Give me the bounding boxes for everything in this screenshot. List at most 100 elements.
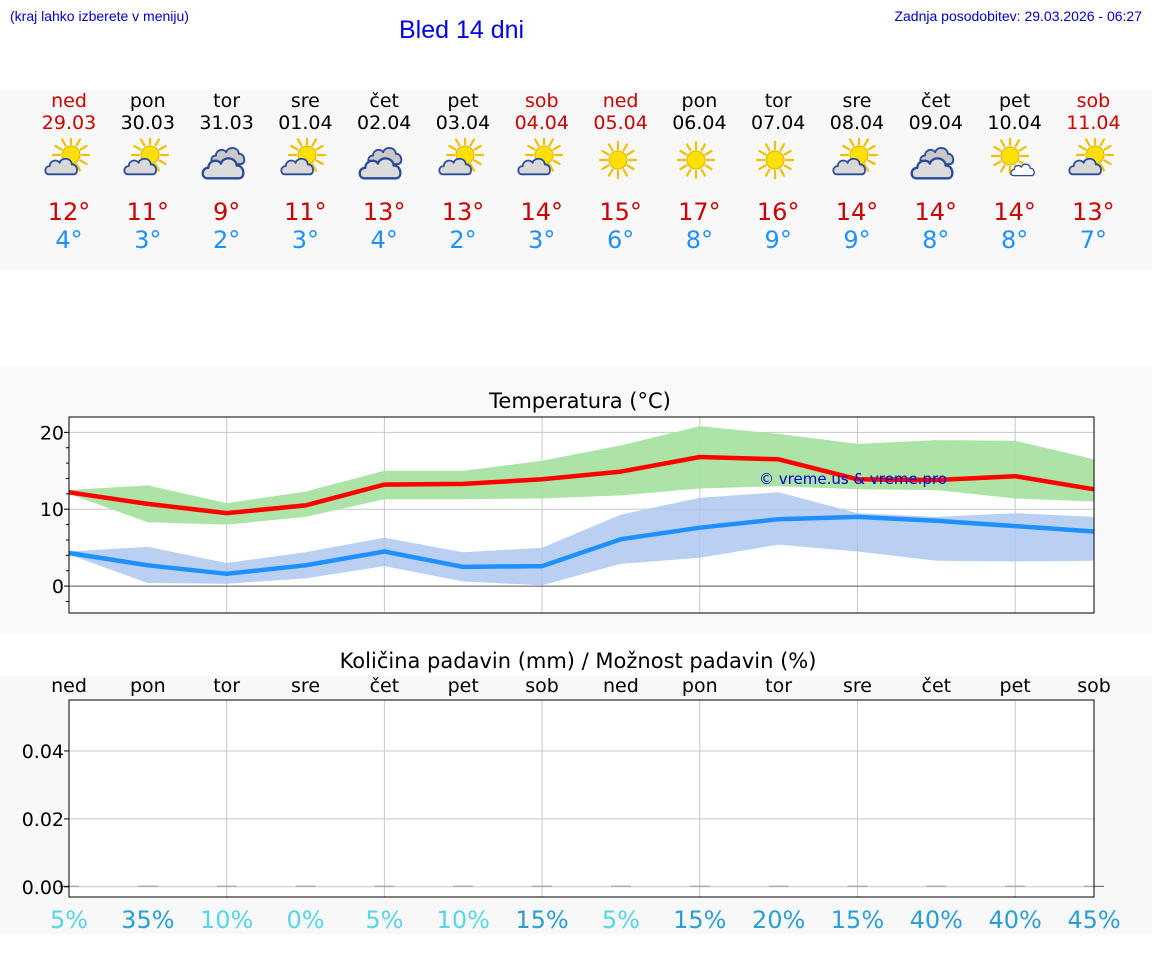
sun-ray xyxy=(607,143,614,152)
plot-area xyxy=(69,700,1094,897)
precip-probability: 15% xyxy=(673,906,726,934)
cloud-shape xyxy=(910,157,954,180)
min-temp: 6° xyxy=(606,226,635,254)
day-name: pet xyxy=(447,90,479,112)
sun-cloud-icon xyxy=(832,135,879,176)
sun-ray xyxy=(863,138,870,147)
sun-ray xyxy=(1103,159,1113,166)
sun-ray xyxy=(60,138,67,147)
min-temp: 4° xyxy=(55,226,83,254)
max-temp: 14° xyxy=(993,198,1036,226)
sun-ray xyxy=(79,159,88,166)
min-temp: 3° xyxy=(134,226,162,254)
day-date: 10.04 xyxy=(987,112,1042,134)
x-category-label: tor xyxy=(213,675,240,697)
sun-ray xyxy=(1018,145,1027,152)
max-temp-line xyxy=(68,454,1095,516)
sun-ray xyxy=(469,163,476,172)
cloudy-icon xyxy=(910,147,954,180)
sun-ray xyxy=(139,138,146,147)
cloud-shape xyxy=(358,157,402,180)
sun-ray xyxy=(867,159,876,166)
sun-shape xyxy=(677,140,716,180)
sun-ray xyxy=(607,168,614,177)
x-category-label: pet xyxy=(1000,675,1031,697)
max-temp: 14° xyxy=(835,198,879,226)
precip-probability: 15% xyxy=(831,906,884,934)
sun-ray xyxy=(626,149,635,156)
precipitation-chart-title: Količina padavin (mm) / Možnost padavin … xyxy=(340,649,817,673)
weather-icon-cell xyxy=(751,138,801,182)
temperature-chart-title: Temperatura (°C) xyxy=(488,389,671,413)
min-temp: 4° xyxy=(370,226,398,254)
precip-probability: 5% xyxy=(50,906,88,934)
cloud-shape xyxy=(438,157,472,176)
sun-ray xyxy=(154,138,160,147)
weather-icon-cell xyxy=(594,138,644,182)
day-name: pon xyxy=(129,90,166,112)
max-temp: 14° xyxy=(914,198,958,226)
sun-ray xyxy=(779,143,786,152)
cloud-outline xyxy=(280,157,315,176)
weather-icon-cell xyxy=(121,135,171,182)
sun-ray xyxy=(679,164,688,171)
day-name: čet xyxy=(921,90,951,112)
sun-ray xyxy=(704,164,714,171)
sun-ray xyxy=(448,144,457,151)
sun-ray xyxy=(548,138,554,147)
cloud-shape xyxy=(832,157,866,176)
weather-icon-cell xyxy=(1066,135,1116,182)
sun-ray xyxy=(863,163,870,172)
sun-ray xyxy=(1099,163,1106,172)
max-temp: 11° xyxy=(284,198,327,226)
sun-ray xyxy=(621,143,628,152)
sun-ray xyxy=(600,164,610,171)
cloud-shape xyxy=(201,157,245,180)
y-tick-label: 10 xyxy=(40,499,64,521)
precip-probability: 35% xyxy=(121,906,174,934)
day-date: 05.04 xyxy=(593,112,648,134)
sun-ray xyxy=(621,168,628,177)
cloud-shape xyxy=(1068,157,1103,176)
cloud-outline xyxy=(910,157,954,180)
sun-ray xyxy=(297,138,303,147)
x-category-label: ned xyxy=(603,675,639,697)
weather-icon-cell xyxy=(278,135,328,182)
cloud-outline xyxy=(358,157,402,180)
day-name: tor xyxy=(213,90,241,112)
sun-ray xyxy=(454,138,461,147)
day-name: sob xyxy=(525,90,559,112)
sun-ray xyxy=(992,160,1002,167)
sun-icon xyxy=(598,140,637,180)
sun-cloud-icon xyxy=(280,135,327,176)
min-temp: 9° xyxy=(843,226,871,254)
day-date: 02.04 xyxy=(356,112,412,134)
location-hint: (kraj lahko izberete v meniju) xyxy=(10,8,189,24)
cloud-shape xyxy=(210,147,245,166)
weather-icon-cell xyxy=(672,138,722,182)
cloud-outline xyxy=(367,147,403,166)
sun-icon xyxy=(756,140,795,180)
sun-ray xyxy=(765,168,771,177)
weather-icon-cell xyxy=(988,136,1038,182)
cloud-shape xyxy=(517,157,551,176)
sun-cloud-icon xyxy=(438,135,485,176)
y-tick-label: 0.04 xyxy=(22,741,64,763)
day-date: 11.04 xyxy=(1066,112,1121,134)
max-temp: 13° xyxy=(441,198,485,226)
max-temp: 17° xyxy=(678,198,721,226)
sun-ray xyxy=(700,168,707,177)
sun-ray xyxy=(626,164,635,171)
x-category-label: pon xyxy=(682,675,718,697)
sun-ray xyxy=(999,164,1006,173)
day-date: 03.04 xyxy=(435,112,491,134)
sun-ray xyxy=(315,144,325,151)
cloud-outline xyxy=(1009,163,1035,177)
day-name: tor xyxy=(764,90,792,112)
last-updated: Zadnja posodobitev: 29.03.2026 - 06:27 xyxy=(894,8,1142,24)
x-category-label: sre xyxy=(843,675,872,697)
sun-disk xyxy=(686,150,706,170)
watermark: © vreme.us & vreme.pro xyxy=(759,470,947,488)
max-temp: 13° xyxy=(362,198,406,226)
day-date: 08.04 xyxy=(829,112,885,134)
